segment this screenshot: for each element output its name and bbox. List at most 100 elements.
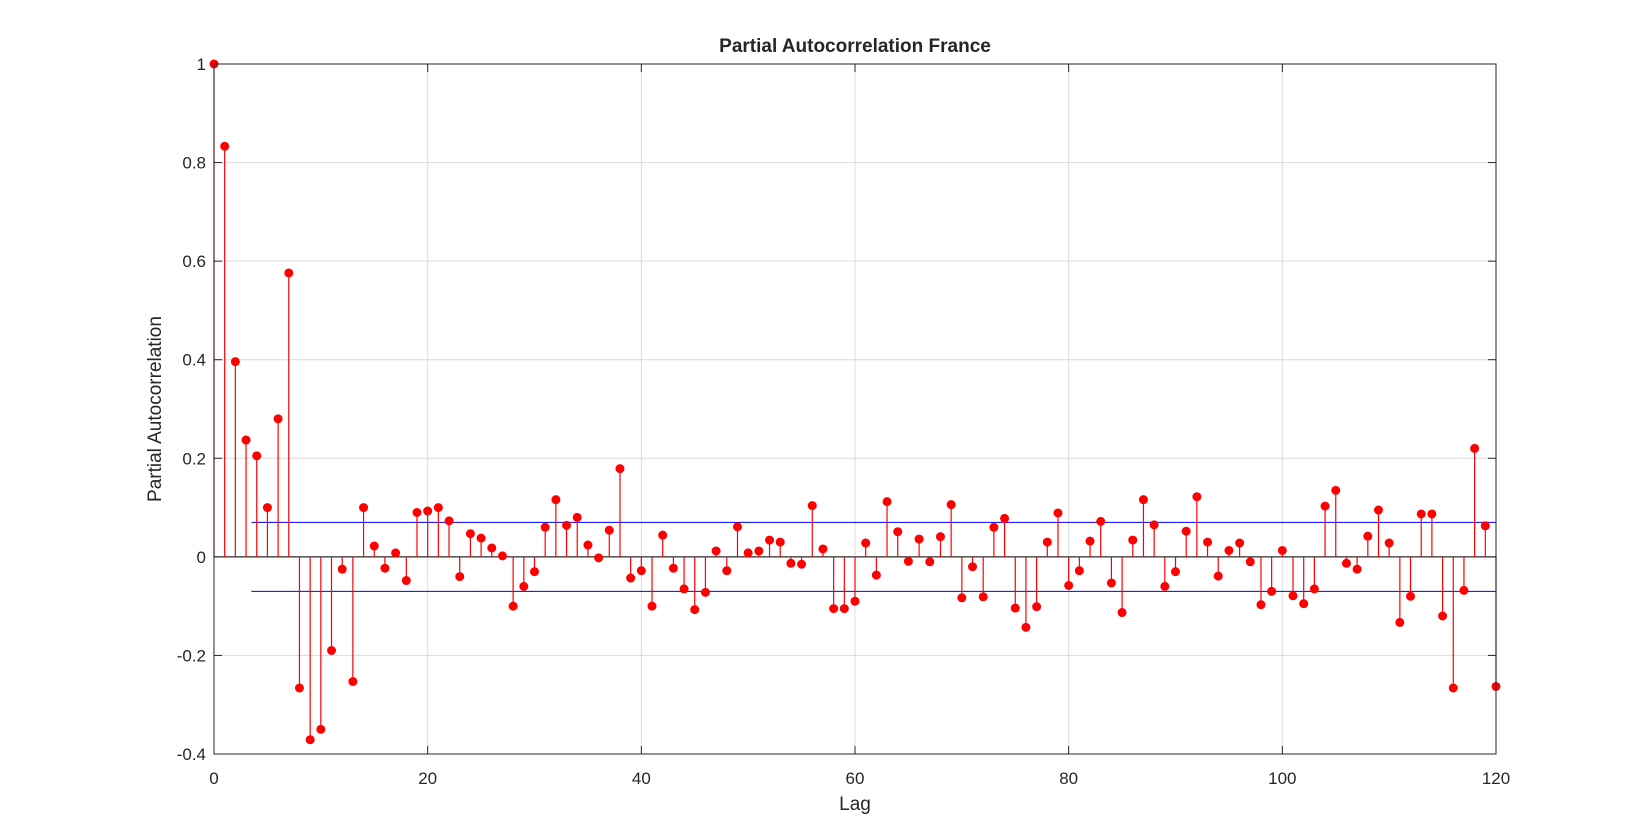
- stem-marker: [1064, 580, 1074, 590]
- stem-marker: [668, 563, 678, 573]
- stem-marker: [1224, 545, 1234, 555]
- stem-marker: [850, 596, 860, 606]
- stem-marker: [978, 592, 988, 602]
- stem-marker: [903, 556, 913, 566]
- confidence-bounds: [251, 521, 1496, 592]
- stem-marker: [1341, 558, 1351, 568]
- stem-marker: [380, 563, 390, 573]
- stem-marker: [914, 534, 924, 544]
- stem-marker: [476, 533, 486, 543]
- axes: [213, 63, 1497, 755]
- stem-marker: [262, 503, 272, 513]
- y-tick-label: -0.4: [177, 745, 206, 764]
- x-tick-label: 60: [846, 769, 865, 788]
- stem-marker: [369, 541, 379, 551]
- stem-marker: [647, 601, 657, 611]
- stem-marker: [1470, 443, 1480, 453]
- stem-marker: [1395, 617, 1405, 627]
- stem-marker: [1085, 536, 1095, 546]
- stem-marker: [1074, 566, 1084, 576]
- stem-marker: [604, 525, 614, 535]
- stem-marker: [946, 500, 956, 510]
- stem-marker: [968, 562, 978, 572]
- stem-marker: [957, 593, 967, 603]
- y-tick-label: -0.2: [177, 646, 206, 665]
- stem-marker: [1160, 581, 1170, 591]
- stem-marker: [294, 683, 304, 693]
- stem-marker: [1000, 513, 1010, 523]
- stem-marker: [1416, 509, 1426, 519]
- stem-marker: [465, 529, 475, 539]
- stem-marker: [401, 576, 411, 586]
- stem-marker: [743, 548, 753, 558]
- stem-marker: [540, 522, 550, 532]
- stem-marker: [871, 570, 881, 580]
- stem-marker: [861, 538, 871, 548]
- stem-marker: [530, 567, 539, 577]
- stem-marker: [882, 497, 892, 507]
- stem-marker: [1438, 611, 1448, 621]
- stem-marker: [305, 735, 315, 745]
- stem-marker: [1235, 538, 1245, 548]
- stem-marker: [444, 516, 454, 526]
- stem-marker: [455, 572, 465, 582]
- stem-marker: [519, 581, 529, 591]
- stem-marker: [839, 604, 849, 614]
- stem-marker: [1373, 505, 1383, 515]
- stem-marker: [252, 451, 262, 461]
- stem-marker: [1384, 538, 1394, 548]
- x-tick-label: 120: [1482, 769, 1510, 788]
- stem-marker: [935, 532, 945, 542]
- stem-marker: [1288, 591, 1298, 601]
- x-axis-label: Lag: [839, 794, 871, 815]
- stem-marker: [615, 464, 625, 474]
- stem-marker: [1406, 591, 1416, 601]
- stem-marker: [1352, 564, 1362, 574]
- stem-marker: [1181, 526, 1191, 536]
- stem-marker: [316, 724, 326, 734]
- stem-marker: [1320, 501, 1330, 511]
- stem-marker: [327, 646, 337, 655]
- tick-labels: 0 20 40 60 80 100 120 -0.4 -0.2 0 0.2 0.4 0.6 0.8 1: [177, 55, 1510, 788]
- chart-title: Partial Autocorrelation France: [719, 36, 991, 57]
- stem-marker: [1480, 521, 1490, 531]
- stem-marker: [1192, 492, 1202, 502]
- stem-marker: [1021, 622, 1031, 632]
- stem-marker: [1117, 608, 1127, 618]
- stem-marker: [562, 520, 572, 530]
- x-tick-label: 20: [418, 769, 437, 788]
- stem-marker: [1245, 557, 1255, 567]
- x-tick-label: 100: [1268, 769, 1296, 788]
- stem-marker: [1459, 585, 1469, 595]
- stem-marker: [423, 506, 433, 516]
- stem-marker: [1096, 516, 1106, 526]
- stem-marker: [1267, 586, 1277, 596]
- stem-marker: [1042, 537, 1052, 547]
- x-tick-label: 80: [1059, 769, 1078, 788]
- stem-marker: [572, 512, 582, 522]
- stem-marker: [700, 587, 710, 597]
- stem-marker: [348, 677, 358, 687]
- stem-marker: [775, 537, 785, 547]
- stem-series: [209, 59, 1501, 745]
- stem-marker: [754, 546, 764, 556]
- stem-marker: [230, 357, 240, 367]
- y-tick-label: 0.2: [182, 449, 206, 468]
- stem-marker: [1213, 571, 1223, 581]
- stem-marker: [583, 540, 593, 550]
- stem-marker: [273, 414, 283, 424]
- stem-marker: [594, 553, 604, 563]
- stem-marker: [1149, 520, 1159, 530]
- stem-marker: [626, 573, 636, 583]
- stem-marker: [829, 604, 839, 614]
- stem-marker: [1032, 602, 1042, 612]
- x-tick-label: 40: [632, 769, 651, 788]
- stem-marker: [337, 564, 347, 574]
- stem-marker: [1427, 509, 1437, 519]
- stem-marker: [989, 522, 999, 532]
- stem-marker: [1010, 603, 1020, 613]
- stem-marker: [1171, 567, 1180, 577]
- stem-marker: [1309, 584, 1319, 594]
- stem-marker: [1363, 531, 1373, 541]
- stem-marker: [1106, 578, 1116, 588]
